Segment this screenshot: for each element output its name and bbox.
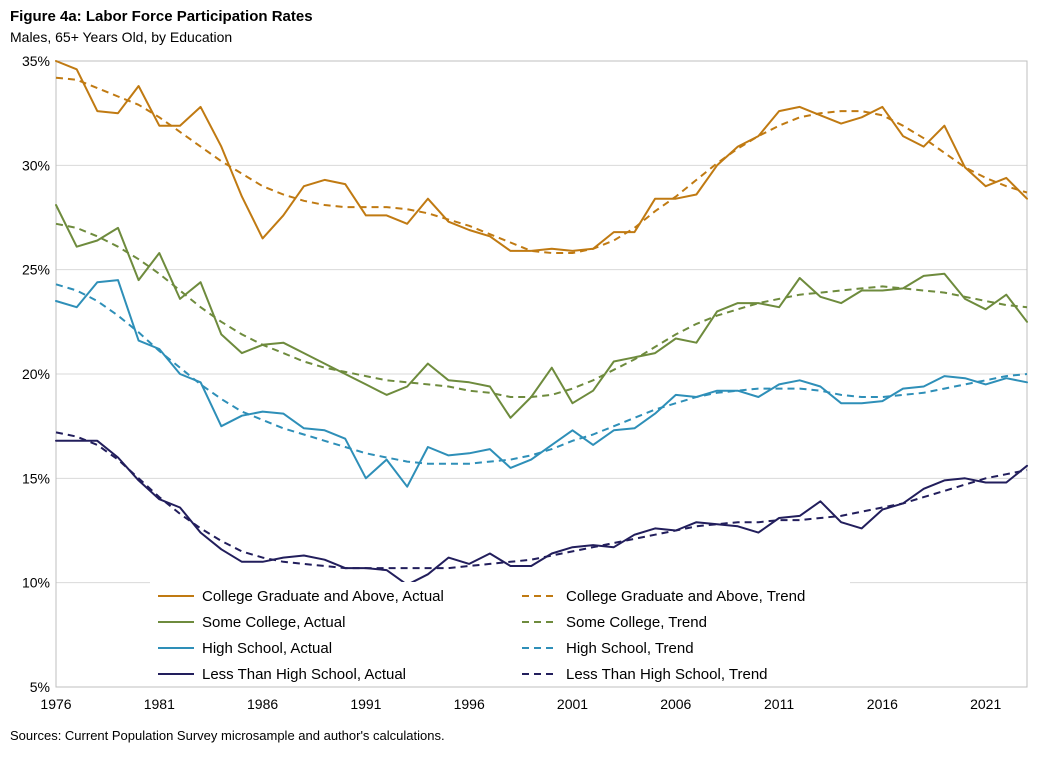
y-tick-label: 15% bbox=[22, 470, 50, 486]
legend-label: College Graduate and Above, Trend bbox=[566, 588, 805, 605]
legend-label: Some College, Trend bbox=[566, 614, 707, 631]
chart-title: Figure 4a: Labor Force Participation Rat… bbox=[10, 8, 313, 25]
y-tick-label: 5% bbox=[30, 679, 50, 695]
x-tick-label: 2021 bbox=[970, 696, 1001, 712]
y-tick-label: 10% bbox=[22, 575, 50, 591]
legend-label: Less Than High School, Trend bbox=[566, 666, 768, 683]
legend-label: Less Than High School, Actual bbox=[202, 666, 406, 683]
y-tick-label: 20% bbox=[22, 366, 50, 382]
legend-label: High School, Trend bbox=[566, 640, 694, 657]
y-tick-label: 30% bbox=[22, 157, 50, 173]
series-line-high-school-trend bbox=[55, 283, 1028, 465]
chart-source: Sources: Current Population Survey micro… bbox=[10, 728, 445, 743]
chart-subtitle: Males, 65+ Years Old, by Education bbox=[10, 29, 233, 45]
series-line-college-graduate-and-above-actual bbox=[55, 60, 1028, 252]
x-tick-label: 2001 bbox=[557, 696, 588, 712]
series-line-some-college-actual bbox=[55, 204, 1028, 419]
series-line-college-graduate-and-above-trend bbox=[55, 76, 1028, 254]
series-line-less-than-high-school-actual bbox=[55, 439, 1028, 586]
x-tick-label: 1996 bbox=[454, 696, 485, 712]
series-line-high-school-actual bbox=[55, 279, 1028, 488]
legend-label: High School, Actual bbox=[202, 640, 332, 657]
y-tick-label: 35% bbox=[22, 53, 50, 69]
y-tick-label: 25% bbox=[22, 262, 50, 278]
legend-label: College Graduate and Above, Actual bbox=[202, 588, 444, 605]
x-tick-label: 1991 bbox=[350, 696, 381, 712]
x-tick-label: 1981 bbox=[144, 696, 175, 712]
x-tick-label: 1986 bbox=[247, 696, 278, 712]
x-tick-label: 1976 bbox=[40, 696, 71, 712]
series-line-less-than-high-school-trend bbox=[55, 431, 1028, 570]
x-tick-label: 2011 bbox=[764, 696, 794, 712]
legend-background bbox=[150, 582, 850, 685]
x-tick-label: 2006 bbox=[660, 696, 691, 712]
legend-label: Some College, Actual bbox=[202, 614, 345, 631]
x-tick-label: 2016 bbox=[867, 696, 898, 712]
